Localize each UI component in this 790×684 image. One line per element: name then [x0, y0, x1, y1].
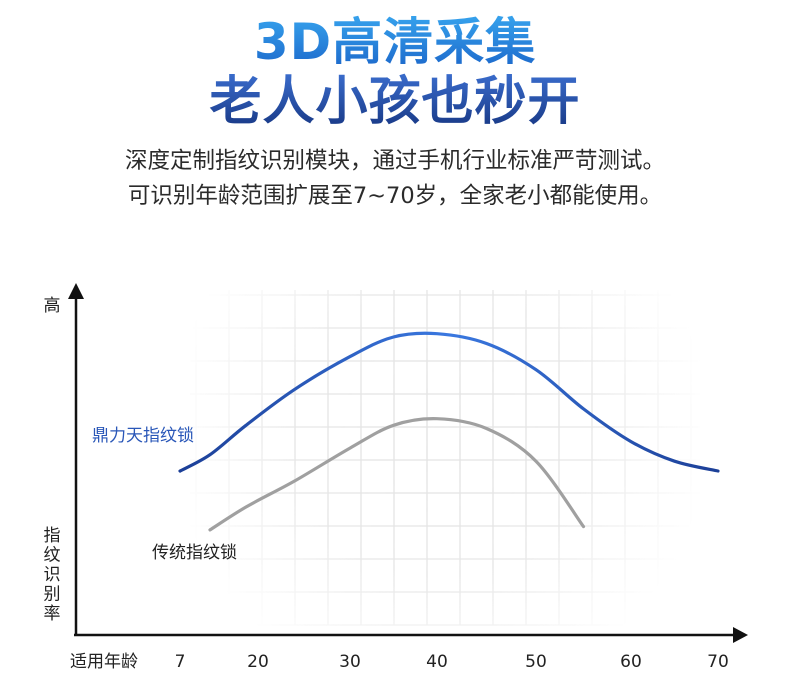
- x-tick-label: 70: [707, 652, 729, 672]
- x-axis: [74, 627, 748, 643]
- y-axis-top-label: 高: [44, 296, 61, 316]
- headline-secondary: 老人小孩也秒开: [0, 70, 790, 134]
- y-axis-arrow-icon: [68, 283, 84, 299]
- x-tick-labels: 7 20 30 40 50 60 70: [175, 652, 729, 672]
- x-tick-label: 7: [175, 652, 186, 672]
- y-axis-label: 指纹识别率: [44, 526, 61, 624]
- headline-primary: 3D高清采集: [0, 10, 790, 74]
- chart-grid: [190, 290, 700, 626]
- x-axis-label: 适用年龄: [70, 652, 138, 672]
- x-axis-arrow-icon: [733, 627, 748, 643]
- description-line-2: 可识别年龄范围扩展至7~70岁，全家老小都能使用。: [127, 183, 663, 209]
- series-label-traditional: 传统指纹锁: [152, 543, 237, 563]
- description-line-1: 深度定制指纹识别模块，通过手机行业标准严苛测试。: [124, 148, 665, 174]
- x-tick-label: 40: [426, 652, 448, 672]
- series-line-dinglitian: [178, 331, 720, 473]
- series-label-dinglitian: 鼎力天指纹锁: [92, 426, 194, 446]
- chart-series: [178, 331, 720, 532]
- x-tick-label: 20: [247, 652, 269, 672]
- x-tick-label: 60: [620, 652, 642, 672]
- x-tick-label: 30: [339, 652, 361, 672]
- y-axis: [68, 283, 84, 636]
- x-tick-label: 50: [525, 652, 547, 672]
- series-line-traditional: [208, 417, 586, 532]
